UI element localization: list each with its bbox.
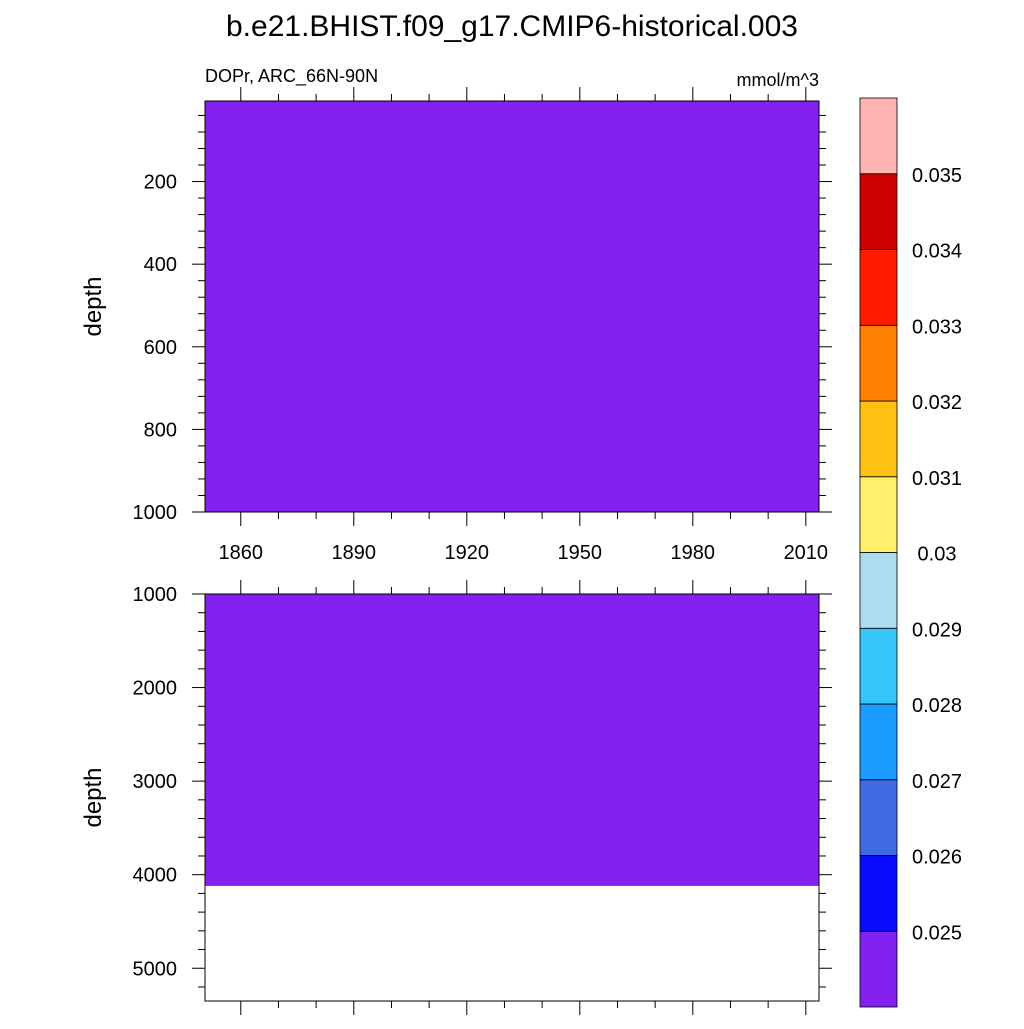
- x-tick-label: 1950: [558, 542, 603, 564]
- colorbar-label: 0.026: [912, 847, 962, 869]
- colorbar: 0.025 0.026 0.027 0.028 0.029 0.03 0.031 0.032 0…: [859, 97, 962, 1008]
- y-tick-label: 200: [144, 172, 177, 194]
- plot-frame: [204, 593, 820, 1002]
- x-tick-label: 1860: [219, 542, 264, 564]
- colorbar-label: 0.029: [912, 619, 962, 641]
- plot-frame: [204, 100, 820, 513]
- colorbar-box: [859, 97, 898, 175]
- y-tick-label: 4000: [133, 865, 178, 887]
- colorbar-box: [859, 627, 898, 705]
- y-tick-label: 1000: [133, 502, 178, 524]
- colorbar-label: 0.033: [912, 316, 962, 338]
- y-tick-label: 2000: [133, 678, 178, 700]
- colorbar-label: 0.03: [918, 544, 957, 566]
- filled-region: [205, 594, 819, 886]
- x-tick-label: 2010: [784, 542, 829, 564]
- x-tick-label: 1890: [332, 542, 377, 564]
- panel-1: 200 400 600 800 1000 depth 1860 1890 1920 1950 198…: [80, 87, 832, 564]
- colorbar-box: [859, 400, 898, 478]
- colorbar-label: 0.025: [912, 922, 962, 944]
- colorbar-label: 0.028: [912, 695, 962, 717]
- colorbar-box: [859, 249, 898, 326]
- colorbar-box: [859, 779, 898, 856]
- y-axis-label: depth: [80, 276, 107, 336]
- colorbar-box: [859, 324, 898, 402]
- y-axis-label: depth: [80, 767, 107, 827]
- y-tick-label: 600: [144, 337, 177, 359]
- colorbar-box: [859, 703, 898, 781]
- y-tick-label: 5000: [133, 958, 178, 980]
- colorbar-box: [859, 552, 898, 629]
- colorbar-box: [859, 930, 898, 1008]
- colorbar-label: 0.027: [912, 771, 962, 793]
- colorbar-box: [859, 476, 898, 553]
- left-subtitle: DOPr, ARC_66N-90N: [205, 66, 378, 87]
- right-subtitle: mmol/m^3: [737, 70, 819, 90]
- y-tick-label: 800: [144, 419, 177, 441]
- filled-region: [205, 101, 819, 512]
- colorbar-label: 0.032: [912, 392, 962, 414]
- y-tick-label: 400: [144, 254, 177, 276]
- chart-title: b.e21.BHIST.f09_g17.CMIP6-historical.003: [226, 10, 798, 43]
- x-tick-label: 1920: [445, 542, 490, 564]
- y-tick-label: 3000: [133, 771, 178, 793]
- colorbar-box: [859, 173, 898, 250]
- colorbar-label: 0.034: [912, 241, 962, 263]
- colorbar-label: 0.035: [912, 165, 962, 187]
- colorbar-label: 0.031: [912, 468, 962, 490]
- colorbar-box: [859, 855, 898, 932]
- panel-2: 1000 2000 3000 4000 5000 depth: [80, 580, 832, 1015]
- x-tick-label: 1980: [671, 542, 716, 564]
- y-tick-label: 1000: [133, 584, 178, 606]
